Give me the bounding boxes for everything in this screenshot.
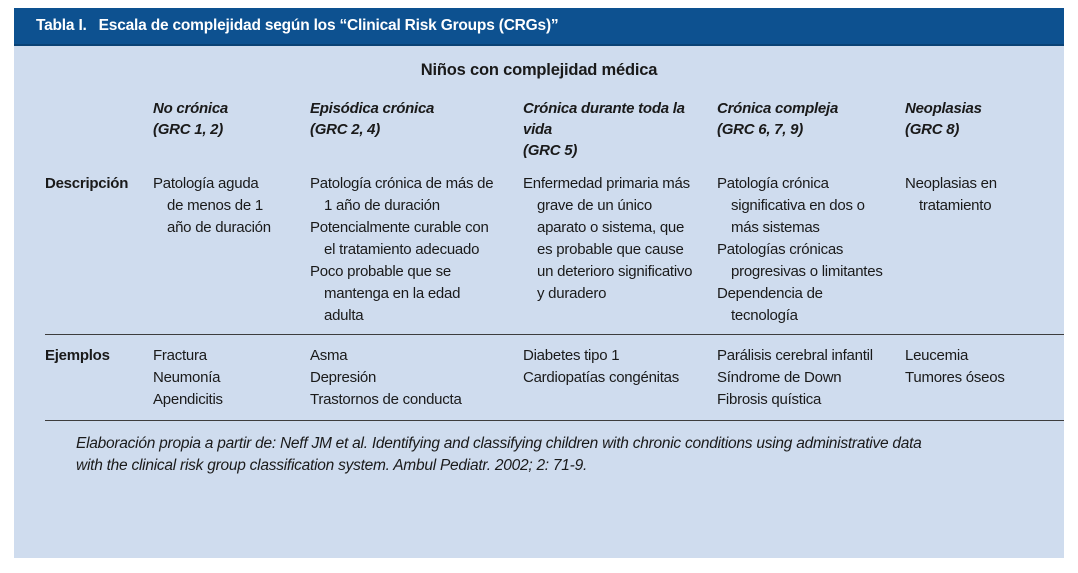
- column-header: Crónica compleja (GRC 6, 7, 9): [717, 98, 905, 161]
- cell-text: Patología crónica de más de 1 año de dur…: [310, 175, 494, 214]
- footnote: Elaboración propia a partir de: Neff JM …: [76, 433, 1046, 477]
- table-panel: Tabla I. Escala de complejidad según los…: [14, 8, 1064, 558]
- description-cell: Neoplasias en tratamiento: [905, 173, 1064, 327]
- cell-text: Neoplasias en tratamiento: [905, 175, 997, 214]
- cell-text: Síndrome de Down: [717, 369, 842, 386]
- table-subtitle: Niños con complejidad médica: [420, 61, 658, 79]
- column-header-name: No crónica: [153, 100, 229, 117]
- column-header-grc: (GRC 2, 4): [310, 121, 381, 138]
- cell-text: Diabetes tipo 1: [523, 347, 620, 364]
- examples-cell: Leucemia Tumores óseos: [905, 345, 1064, 411]
- cell-text: Tumores óseos: [905, 369, 1005, 386]
- cell-text: Poco probable que se mantenga en la edad…: [310, 263, 461, 324]
- cell-text: Patología aguda de menos de 1 año de dur…: [153, 175, 271, 236]
- column-header: No crónica (GRC 1, 2): [153, 98, 310, 161]
- corner-cell: [45, 98, 153, 161]
- cell-text: Fibrosis quística: [717, 391, 822, 408]
- column-header: Episódica crónica (GRC 2, 4): [310, 98, 523, 161]
- column-header-grc: (GRC 6, 7, 9): [717, 121, 803, 138]
- column-header-grc: (GRC 1, 2): [153, 121, 224, 138]
- description-cell: Patología crónica de más de 1 año de dur…: [310, 173, 523, 327]
- footnote-line: Elaboración propia a partir de: Neff JM …: [76, 435, 922, 452]
- cell-text: Patología crónica significativa en dos o…: [717, 175, 865, 236]
- cell-text: Apendicitis: [153, 391, 223, 408]
- cell-text: Potencialmente curable con el tratamient…: [310, 219, 489, 258]
- column-header: Crónica durante toda la vida (GRC 5): [523, 98, 717, 161]
- cell-text: Fractura: [153, 347, 207, 364]
- column-header-name: Crónica durante toda la vida: [523, 100, 685, 138]
- description-cell: Patología crónica significativa en dos o…: [717, 173, 905, 327]
- cell-text: Dependencia de tecnología: [717, 285, 823, 324]
- column-header-name: Episódica crónica: [310, 100, 435, 117]
- row-label: Descripción: [45, 175, 129, 192]
- cell-text: Parálisis cerebral infantil: [717, 347, 873, 364]
- spacer: [45, 161, 1064, 173]
- column-header-grc: (GRC 8): [905, 121, 960, 138]
- description-cell: Patología aguda de menos de 1 año de dur…: [153, 173, 310, 327]
- table-number: Tabla I.: [36, 17, 87, 34]
- spacer: [45, 335, 1064, 345]
- cell-text: Leucemia: [905, 347, 969, 364]
- examples-cell: Fractura Neumonía Apendicitis: [153, 345, 310, 411]
- row-label: Ejemplos: [45, 347, 110, 364]
- crg-table: No crónica (GRC 1, 2) Episódica crónica (GR…: [14, 98, 1064, 477]
- cell-text: Asma: [310, 347, 348, 364]
- column-header-grc: (GRC 5): [523, 142, 578, 159]
- footnote-rule: [45, 420, 1064, 421]
- examples-cell: Diabetes tipo 1 Cardiopatías congénitas: [523, 345, 717, 411]
- description-cell: Enfermedad primaria más grave de un únic…: [523, 173, 717, 327]
- cell-text: Neumonía: [153, 369, 221, 386]
- cell-text: Enfermedad primaria más grave de un únic…: [523, 175, 693, 302]
- table-title: Escala de complejidad según los “Clinica…: [98, 17, 559, 34]
- footnote-line: with the clinical risk group classificat…: [76, 457, 588, 474]
- column-header-name: Crónica compleja: [717, 100, 839, 117]
- table-title-bar: Tabla I. Escala de complejidad según los…: [14, 8, 1064, 46]
- cell-text: Cardiopatías congénitas: [523, 369, 680, 386]
- row-separator-rule: [45, 334, 1064, 335]
- cell-text: Depresión: [310, 369, 377, 386]
- column-header: Neoplasias (GRC 8): [905, 98, 1064, 161]
- cell-text: Patologías crónicas progresivas o limita…: [717, 241, 883, 280]
- cell-text: Trastornos de conducta: [310, 391, 462, 408]
- examples-cell: Parálisis cerebral infantil Síndrome de D…: [717, 345, 905, 411]
- examples-cell: Asma Depresión Trastornos de conducta: [310, 345, 523, 411]
- column-header-name: Neoplasias: [905, 100, 982, 117]
